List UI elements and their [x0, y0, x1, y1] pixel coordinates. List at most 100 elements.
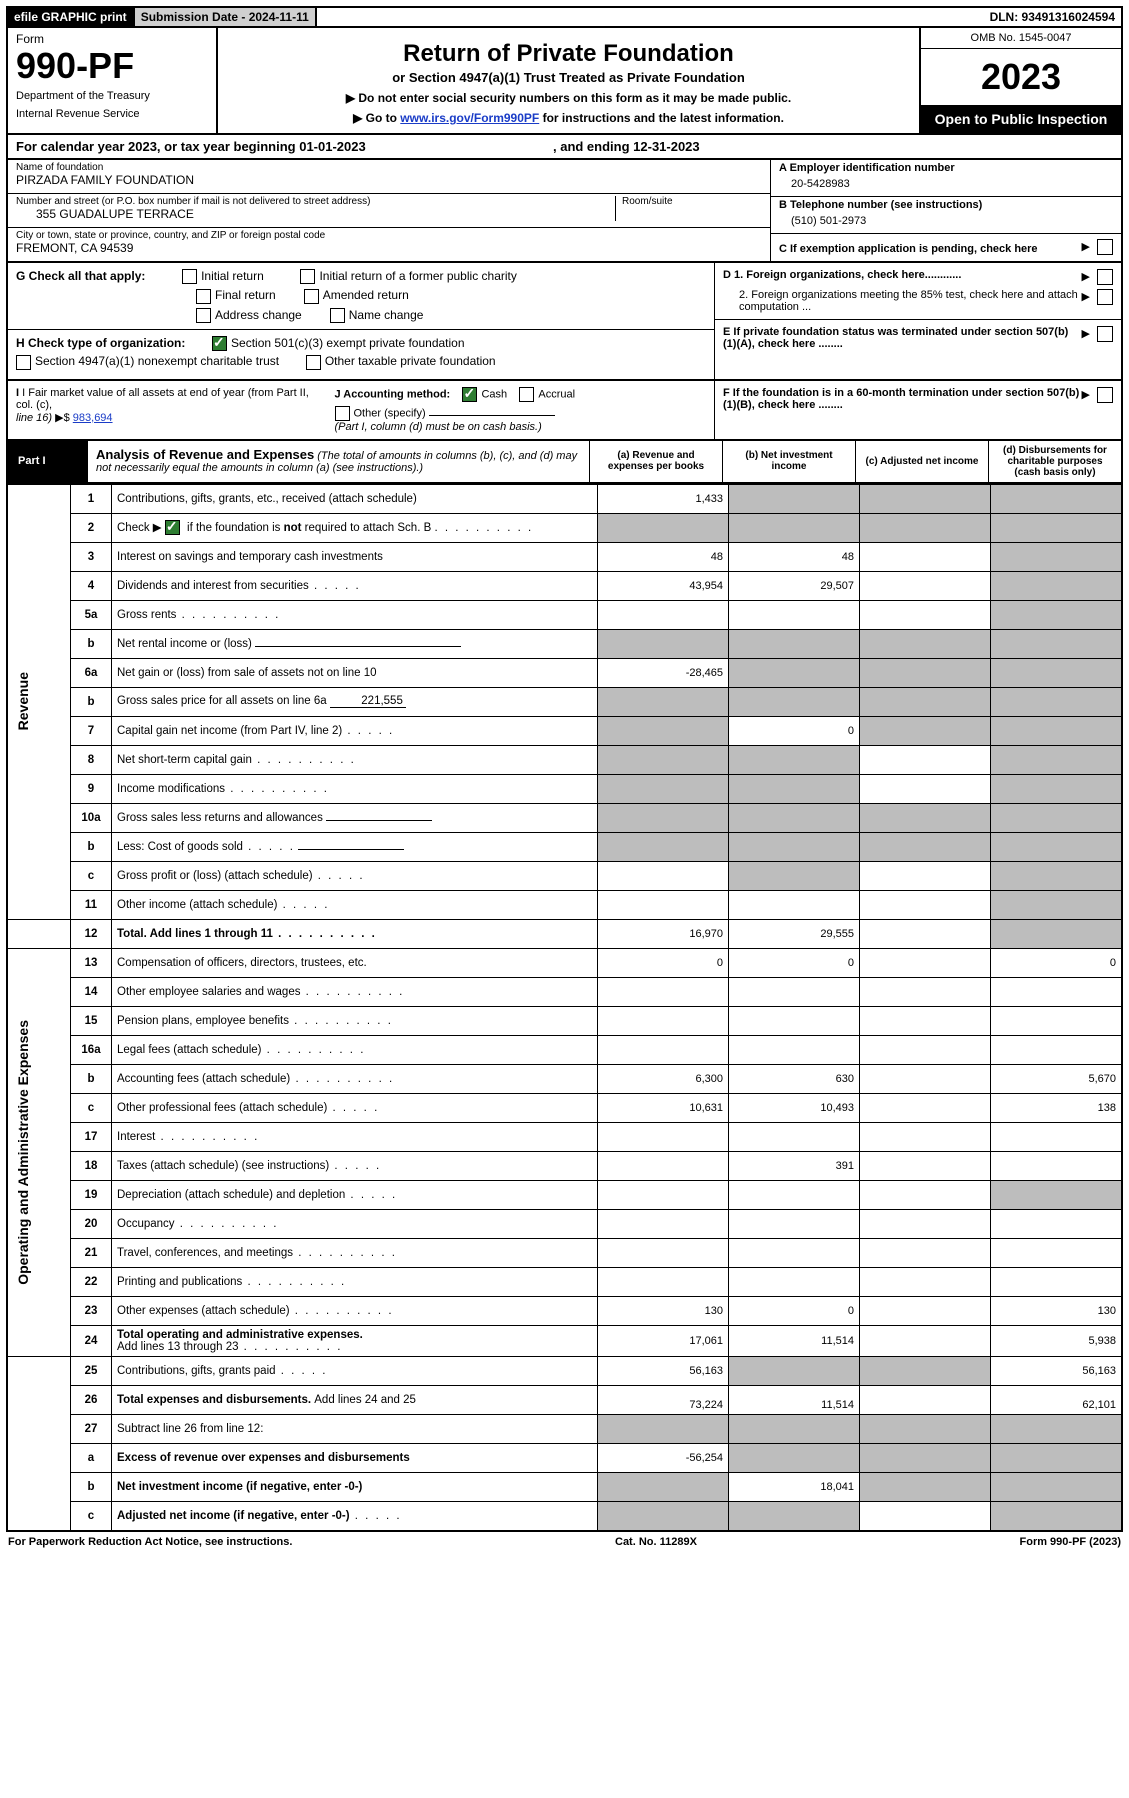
f-label: F If the foundation is in a 60-month ter… [723, 387, 1081, 411]
open-to-public: Open to Public Inspection [921, 105, 1121, 133]
g-label: G Check all that apply: [16, 269, 145, 283]
other-taxable-checkbox[interactable] [306, 355, 321, 370]
ein-value: 20-5428983 [779, 174, 1113, 190]
ij-f-block: I I Fair market value of all assets at e… [6, 381, 1123, 441]
instr-pre: ▶ Go to [353, 111, 400, 125]
d2-row: 2. Foreign organizations meeting the 85%… [723, 289, 1113, 313]
c-label: C If exemption application is pending, c… [779, 243, 1038, 255]
table-row: 16a Legal fees (attach schedule) [7, 1035, 1122, 1064]
identity-right: A Employer identification number 20-5428… [770, 160, 1121, 261]
table-row: b Gross sales price for all assets on li… [7, 687, 1122, 716]
g-opt-3: Amended return [323, 288, 409, 302]
g-row: G Check all that apply: Initial return I… [16, 269, 706, 284]
efile-tag: efile GRAPHIC print [8, 8, 135, 26]
table-row: b Accounting fees (attach schedule) 6,30… [7, 1064, 1122, 1093]
form-ref: Form 990-PF (2023) [1020, 1536, 1121, 1548]
d1-label: D 1. Foreign organizations, check here..… [723, 269, 1081, 281]
paperwork-notice: For Paperwork Reduction Act Notice, see … [8, 1536, 292, 1548]
gh-de-block: G Check all that apply: Initial return I… [6, 263, 1123, 381]
table-row: 4 Dividends and interest from securities… [7, 571, 1122, 600]
accrual-checkbox[interactable] [519, 387, 534, 402]
table-row: 25 Contributions, gifts, grants paid 56,… [7, 1356, 1122, 1385]
calyear-begin: For calendar year 2023, or tax year begi… [16, 139, 366, 154]
ij-left: I I Fair market value of all assets at e… [8, 381, 715, 439]
foundation-name-row: Name of foundation PIRZADA FAMILY FOUNDA… [8, 160, 770, 194]
gh-left: G Check all that apply: Initial return I… [8, 263, 715, 379]
f-right: F If the foundation is in a 60-month ter… [715, 381, 1121, 439]
i-col: I I Fair market value of all assets at e… [16, 387, 335, 433]
table-row: 19 Depreciation (attach schedule) and de… [7, 1180, 1122, 1209]
table-row: 5a Gross rents [7, 600, 1122, 629]
cat-no: Cat. No. 11289X [615, 1536, 697, 1548]
ein-row: A Employer identification number 20-5428… [771, 160, 1121, 197]
final-return-checkbox[interactable] [196, 289, 211, 304]
part1-table: Revenue 1 Contributions, gifts, grants, … [6, 484, 1123, 1532]
instr-post: for instructions and the latest informat… [543, 111, 784, 125]
c-checkbox[interactable] [1097, 239, 1113, 255]
initial-former-checkbox[interactable] [300, 269, 315, 284]
phone-value: (510) 501-2973 [779, 211, 1113, 227]
initial-return-checkbox[interactable] [182, 269, 197, 284]
table-row: a Excess of revenue over expenses and di… [7, 1443, 1122, 1472]
submission-date: Submission Date - 2024-11-11 [135, 8, 317, 26]
row2-desc: Check ▶ if the foundation is not require… [112, 513, 598, 542]
table-row: 3 Interest on savings and temporary cash… [7, 542, 1122, 571]
d1-checkbox[interactable] [1097, 269, 1113, 285]
4947a1-checkbox[interactable] [16, 355, 31, 370]
header-center: Return of Private Foundation or Section … [218, 28, 919, 133]
table-row: 27 Subtract line 26 from line 12: [7, 1414, 1122, 1443]
tax-year: 2023 [921, 52, 1121, 102]
form-number: 990-PF [16, 48, 208, 84]
sch-b-not-required-checkbox[interactable] [165, 520, 180, 535]
g-row2: Final return Amended return [16, 288, 706, 303]
form-page: efile GRAPHIC print Submission Date - 20… [0, 0, 1129, 1554]
j-col: J Accounting method: Cash Accrual Other … [335, 387, 707, 433]
table-row: 10a Gross sales less returns and allowan… [7, 803, 1122, 832]
name-change-checkbox[interactable] [330, 308, 345, 323]
topbar: efile GRAPHIC print Submission Date - 20… [6, 6, 1123, 28]
table-row: 23 Other expenses (attach schedule) 130 … [7, 1296, 1122, 1325]
g-opt-1: Initial return of a former public charit… [319, 269, 516, 283]
col-d-head: (d) Disbursements for charitable purpose… [988, 441, 1121, 482]
cash-checkbox[interactable] [462, 387, 477, 402]
501c3-checkbox[interactable] [212, 336, 227, 351]
address-change-checkbox[interactable] [196, 308, 211, 323]
row1-desc: Contributions, gifts, grants, etc., rece… [112, 484, 598, 513]
table-row: 17 Interest [7, 1122, 1122, 1151]
table-row: 15 Pension plans, employee benefits [7, 1006, 1122, 1035]
h-row2: Section 4947(a)(1) nonexempt charitable … [16, 354, 706, 369]
calyear-end: , and ending 12-31-2023 [553, 139, 700, 154]
d1-row: D 1. Foreign organizations, check here..… [723, 269, 1113, 285]
table-row: 22 Printing and publications [7, 1267, 1122, 1296]
city-label: City or town, state or province, country… [16, 230, 762, 241]
amended-return-checkbox[interactable] [304, 289, 319, 304]
d2-label: 2. Foreign organizations meeting the 85%… [739, 289, 1081, 313]
instr-ssn: ▶ Do not enter social security numbers o… [228, 91, 909, 105]
dept-treasury: Department of the Treasury [16, 90, 208, 102]
form-header: Form 990-PF Department of the Treasury I… [6, 28, 1123, 135]
table-row: 21 Travel, conferences, and meetings [7, 1238, 1122, 1267]
g-opt-5: Name change [349, 308, 424, 322]
header-left: Form 990-PF Department of the Treasury I… [8, 28, 218, 133]
other-method-checkbox[interactable] [335, 406, 350, 421]
d2-checkbox[interactable] [1097, 289, 1113, 305]
exemption-pending-row: C If exemption application is pending, c… [771, 234, 1121, 261]
f-checkbox[interactable] [1097, 387, 1113, 403]
e-checkbox[interactable] [1097, 326, 1113, 342]
i-fmv-link[interactable]: 983,694 [73, 412, 113, 424]
table-row: b Less: Cost of goods sold [7, 832, 1122, 861]
city-row: City or town, state or province, country… [8, 228, 770, 261]
j-note: (Part I, column (d) must be on cash basi… [335, 421, 707, 433]
form-title: Return of Private Foundation [228, 40, 909, 68]
form990pf-link[interactable]: www.irs.gov/Form990PF [400, 111, 539, 125]
table-row: c Other professional fees (attach schedu… [7, 1093, 1122, 1122]
street-row: Number and street (or P.O. box number if… [8, 194, 770, 228]
e-row: E If private foundation status was termi… [723, 326, 1113, 350]
col-a-head: (a) Revenue and expenses per books [589, 441, 722, 482]
table-row: Revenue 1 Contributions, gifts, grants, … [7, 484, 1122, 513]
i-text2: line 16) [16, 412, 52, 424]
col-b-head: (b) Net investment income [722, 441, 855, 482]
calendar-year-row: For calendar year 2023, or tax year begi… [6, 135, 1123, 160]
g-row3: Address change Name change [16, 308, 706, 323]
table-row: 2 Check ▶ if the foundation is not requi… [7, 513, 1122, 542]
